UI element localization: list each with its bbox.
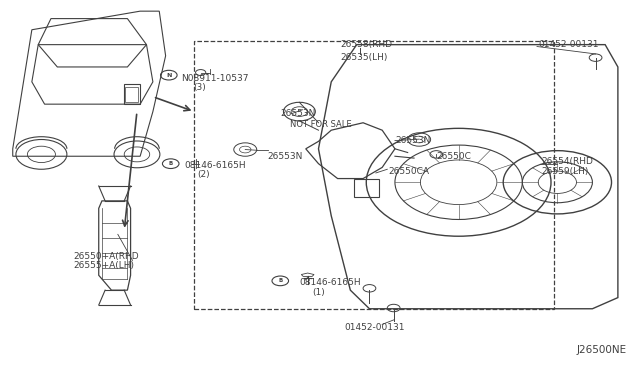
Text: (1): (1) [312, 288, 325, 296]
Text: 08146-6165H: 08146-6165H [300, 278, 361, 287]
Text: 26555+A(LH): 26555+A(LH) [73, 262, 134, 270]
Text: 26550CA: 26550CA [388, 167, 429, 176]
Text: 26535(LH): 26535(LH) [340, 53, 388, 62]
Text: 01452-00131: 01452-00131 [538, 40, 599, 49]
Text: J26500NE: J26500NE [577, 345, 627, 355]
Bar [124, 84, 140, 104]
Text: 26558(RHD: 26558(RHD [340, 40, 393, 49]
Text: 01452-00131: 01452-00131 [344, 323, 404, 332]
Text: 26550+A(RHD: 26550+A(RHD [73, 252, 139, 261]
Bar [195, 41, 554, 309]
Text: N: N [166, 73, 172, 78]
Text: (3): (3) [193, 83, 205, 92]
Text: 26553N: 26553N [268, 152, 303, 161]
Text: 26553N: 26553N [280, 109, 316, 118]
Text: (2): (2) [198, 170, 210, 179]
Text: 26550C: 26550C [436, 153, 471, 161]
Text: N08911-10537: N08911-10537 [182, 74, 249, 83]
Text: B: B [168, 161, 173, 166]
Text: B: B [278, 278, 282, 283]
Text: 26554(RHD: 26554(RHD [541, 157, 593, 166]
Text: 08146-6165H: 08146-6165H [185, 161, 246, 170]
Text: 26553N: 26553N [395, 136, 430, 145]
Bar [353, 179, 379, 197]
Text: NOT FOR SALE: NOT FOR SALE [290, 120, 351, 129]
Bar [125, 87, 138, 102]
Text: 26559(LH): 26559(LH) [541, 167, 589, 176]
